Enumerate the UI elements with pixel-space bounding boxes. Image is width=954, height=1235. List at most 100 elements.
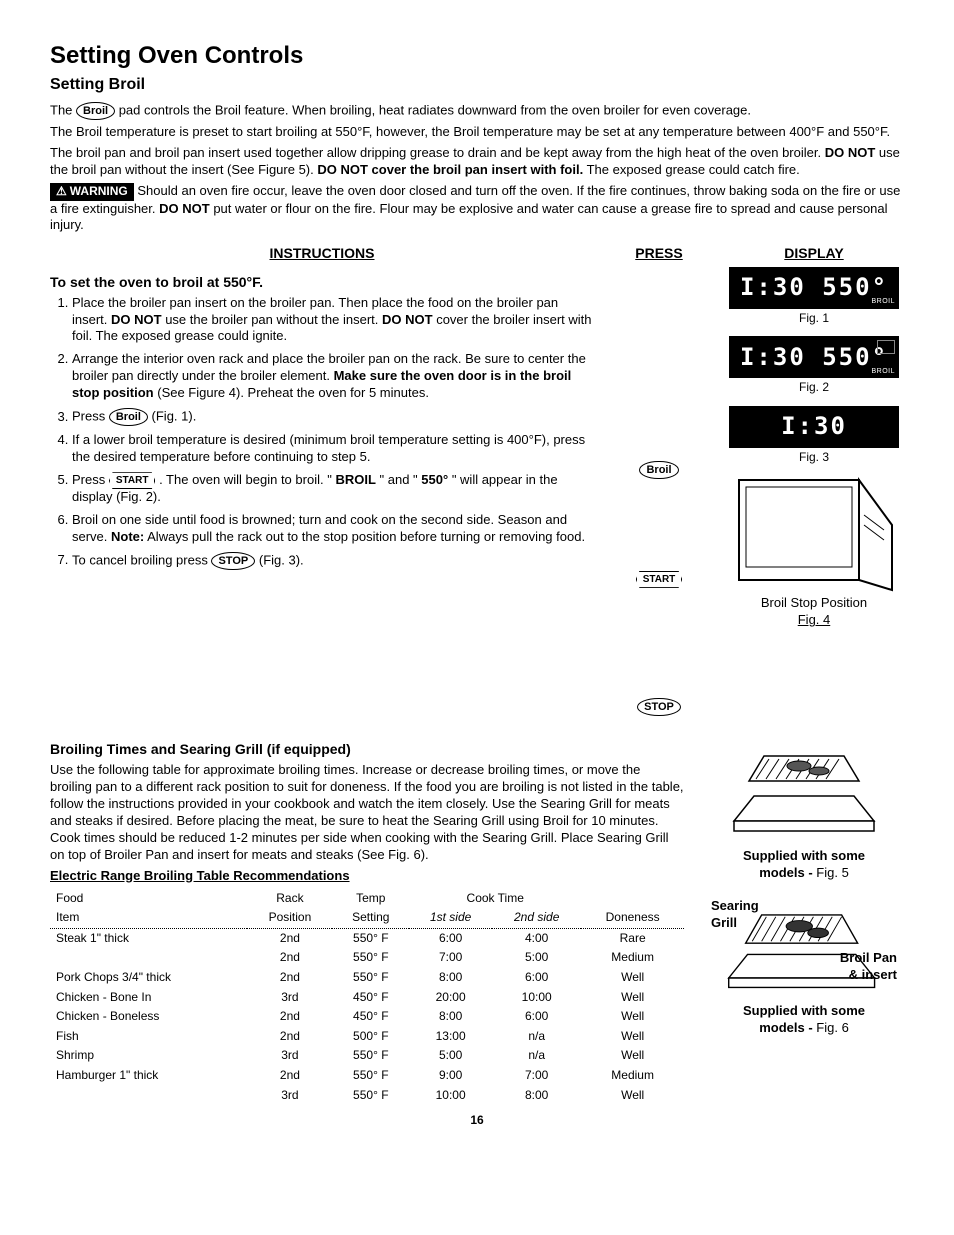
th-food: Food — [50, 889, 247, 909]
display-value: I:30 550° — [740, 272, 888, 303]
table-cell: Chicken - Boneless — [50, 1007, 247, 1027]
step-5: Press START . The oven will begin to bro… — [72, 472, 594, 506]
table-row: 3rd550° F10:008:00Well — [50, 1086, 684, 1106]
th-2nd: 2nd side — [492, 908, 581, 928]
fig4-diagram: Broil Stop Position Fig. 4 — [729, 475, 899, 629]
intro-p2: The Broil temperature is preset to start… — [50, 124, 904, 141]
table-cell: 13:00 — [409, 1027, 492, 1047]
warning-icon: WARNING — [50, 183, 134, 201]
t: pad controls the Broil feature. When bro… — [119, 103, 751, 118]
broil-pad-icon: Broil — [109, 408, 148, 426]
fig6-searing: Searing — [711, 898, 759, 913]
oven-door-icon — [734, 475, 894, 595]
start-pad-icon: START — [109, 472, 156, 489]
broiling-text: Use the following table for approximate … — [50, 762, 684, 863]
table-cell: 2nd — [247, 1066, 332, 1086]
table-cell: Well — [581, 1007, 684, 1027]
t: Press — [72, 472, 109, 487]
t: 1st side — [430, 910, 471, 924]
table-row: Chicken - Bone In3rd450° F20:0010:00Well — [50, 988, 684, 1008]
t: (See Figure 4). Preheat the oven for 5 m… — [157, 385, 429, 400]
table-cell: 450° F — [332, 1007, 409, 1027]
t: (Fig. 1). — [152, 409, 197, 424]
table-cell: Medium — [581, 1066, 684, 1086]
table-title: Electric Range Broiling Table Recommenda… — [50, 868, 684, 885]
t: DO NOT — [159, 201, 210, 216]
step-6: Broil on one side until food is browned;… — [72, 512, 594, 546]
table-cell: Well — [581, 1046, 684, 1066]
section-title: Setting Broil — [50, 75, 904, 96]
step-3: Press Broil (Fig. 1). — [72, 408, 594, 426]
fig6-pan: Broil Pan — [840, 950, 897, 965]
table-cell: 8:00 — [409, 1007, 492, 1027]
t: (Fig. 3). — [259, 552, 304, 567]
table-cell: 7:00 — [409, 948, 492, 968]
broil-pad-icon: Broil — [639, 461, 678, 479]
table-cell: Medium — [581, 948, 684, 968]
table-cell: 6:00 — [409, 928, 492, 948]
intro-p3: The broil pan and broil pan insert used … — [50, 145, 904, 179]
display-header: DISPLAY — [724, 244, 904, 262]
page-title: Setting Oven Controls — [50, 40, 904, 71]
table-cell: Well — [581, 1086, 684, 1106]
th-rack: Rack — [247, 889, 332, 909]
display-value: I:30 550° — [740, 342, 888, 373]
fig1-caption: Fig. 1 — [724, 311, 904, 327]
start-pad-icon: START — [636, 571, 683, 588]
table-cell: 6:00 — [492, 1007, 581, 1027]
t: use the broiler pan without the insert. — [165, 312, 382, 327]
display-tag: BROIL — [871, 367, 895, 376]
table-cell — [50, 948, 247, 968]
broiling-title: Broiling Times and Searing Grill (if equ… — [50, 740, 684, 758]
table-row: Steak 1" thick2nd550° F6:004:00Rare — [50, 928, 684, 948]
instructions-column: INSTRUCTIONS To set the oven to broil at… — [50, 244, 594, 716]
stop-pad-icon: STOP — [637, 698, 681, 716]
table-row: Pork Chops 3/4" thick2nd550° F8:006:00We… — [50, 968, 684, 988]
th-temp: Temp — [332, 889, 409, 909]
t: . The oven will begin to broil. " — [159, 472, 332, 487]
press-column: PRESS Broil START STOP — [614, 244, 704, 716]
display-fig1: I:30 550° BROIL — [729, 267, 899, 309]
steps-list: Place the broiler pan insert on the broi… — [50, 295, 594, 570]
table-cell: Chicken - Bone In — [50, 988, 247, 1008]
fig6-text1: Supplied with some — [743, 1003, 865, 1018]
display-fig2: I:30 550° BROIL — [729, 336, 899, 378]
table-cell: 10:00 — [409, 1086, 492, 1106]
display-fig3: I:30 — [729, 406, 899, 448]
table-cell — [50, 1086, 247, 1106]
table-cell: 550° F — [332, 968, 409, 988]
t: BROIL — [335, 472, 375, 487]
t: " and " — [380, 472, 418, 487]
th-1st: 1st side — [409, 908, 492, 928]
table-cell: 5:00 — [492, 948, 581, 968]
table-cell: 2nd — [247, 1007, 332, 1027]
table-cell: 20:00 — [409, 988, 492, 1008]
table-cell: 7:00 — [492, 1066, 581, 1086]
fig4-caption: Fig. 4 — [798, 612, 831, 629]
display-tag: BROIL — [871, 297, 895, 306]
fig5-caption: Fig. 5 — [816, 865, 849, 880]
fig6-insert: & insert — [849, 967, 897, 982]
broiling-table: Food Rack Temp Cook Time Item Position S… — [50, 889, 684, 1106]
table-cell: Well — [581, 1027, 684, 1047]
table-cell: 3rd — [247, 1086, 332, 1106]
table-cell: 8:00 — [492, 1086, 581, 1106]
t: Note: — [111, 529, 144, 544]
table-cell: Fish — [50, 1027, 247, 1047]
warning-p: WARNING Should an oven fire occur, leave… — [50, 183, 904, 234]
t: The broil pan and broil pan insert used … — [50, 145, 825, 160]
t: To cancel broiling press — [72, 552, 211, 567]
table-cell: 3rd — [247, 1046, 332, 1066]
table-cell: Hamburger 1" thick — [50, 1066, 247, 1086]
fig2-caption: Fig. 2 — [724, 380, 904, 396]
table-cell: 550° F — [332, 1086, 409, 1106]
table-cell: 2nd — [247, 1027, 332, 1047]
fig5-diagram — [719, 736, 889, 846]
table-cell: 550° F — [332, 948, 409, 968]
fig3-caption: Fig. 3 — [724, 450, 904, 466]
subhead: To set the oven to broil at 550°F. — [50, 273, 594, 291]
table-cell: Rare — [581, 928, 684, 948]
table-cell: 450° F — [332, 988, 409, 1008]
table-cell: 9:00 — [409, 1066, 492, 1086]
t: Always pull the rack out to the stop pos… — [147, 529, 585, 544]
